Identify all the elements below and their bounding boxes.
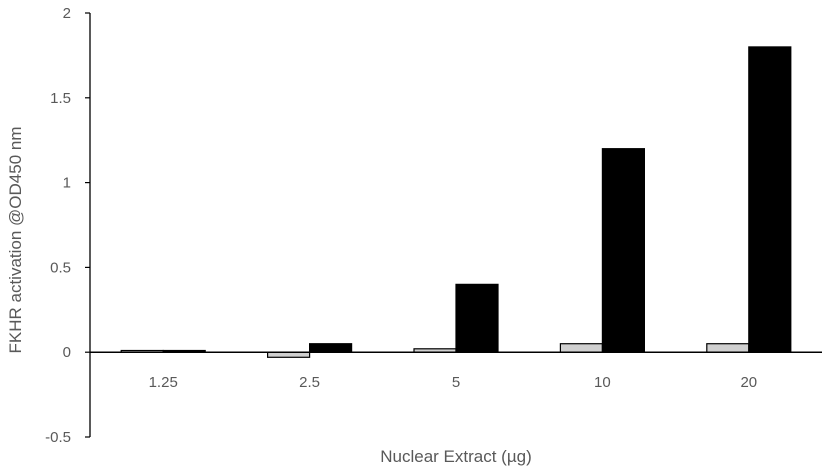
y-tick-label: 0	[63, 344, 71, 361]
bar-series2-10	[601, 148, 646, 353]
x-tick-label: 10	[594, 374, 611, 391]
y-tick-label: 2	[63, 5, 71, 22]
y-tick-label: 0.5	[50, 259, 71, 276]
y-tick-labels: -0.5 0 0.5 1 1.5 2	[45, 5, 71, 446]
bars	[120, 46, 792, 358]
y-axis	[85, 12, 91, 438]
bar-series1-20	[706, 343, 750, 353]
bar-series1-2.5	[267, 351, 311, 358]
bar-series2-20	[748, 46, 792, 353]
y-axis-title: FKHR activation @OD450 nm	[6, 126, 25, 353]
x-tick-labels: 1.25 2.5 5 10 20	[149, 374, 758, 391]
bar-series1-10	[559, 343, 604, 353]
x-tick-label: 2.5	[299, 374, 320, 391]
x-tick-label: 20	[740, 374, 757, 391]
x-tick-label: 5	[452, 374, 460, 391]
x-axis-title: Nuclear Extract (µg)	[380, 447, 532, 466]
x-tick-label: 1.25	[149, 374, 178, 391]
bar-series2-5	[455, 283, 499, 353]
y-tick-label: 1.5	[50, 90, 71, 107]
bar-series2-2.5	[309, 343, 353, 353]
y-tick-label: -0.5	[45, 429, 71, 446]
y-tick-label: 1	[63, 175, 71, 192]
